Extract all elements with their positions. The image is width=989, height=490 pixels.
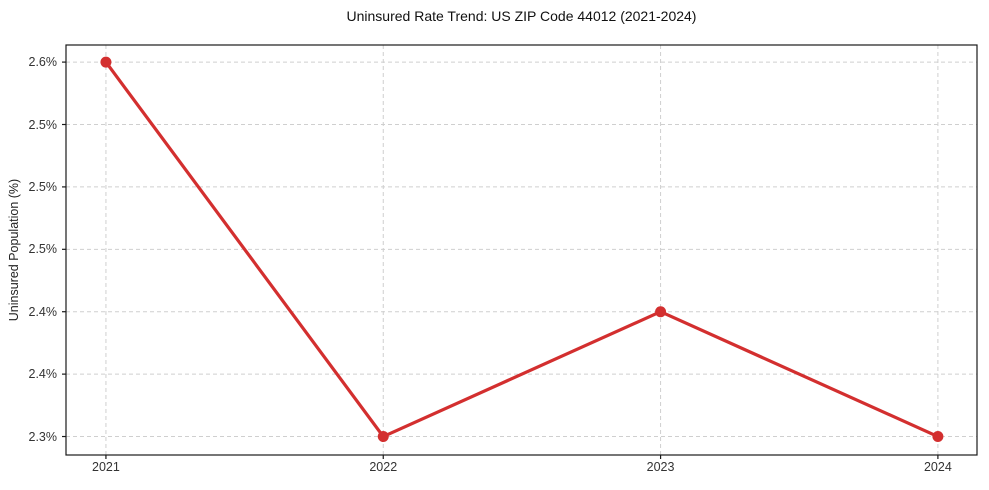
- data-point-marker: [377, 431, 389, 443]
- x-tick-label: 2024: [923, 460, 952, 474]
- y-tick-label: 2.4%: [28, 366, 58, 381]
- y-tick-label: 2.4%: [28, 304, 58, 319]
- chart-title: Uninsured Rate Trend: US ZIP Code 44012 …: [346, 8, 697, 24]
- plot-border: [65, 44, 978, 456]
- data-point-marker: [100, 56, 112, 68]
- x-tick-label: 2023: [646, 460, 675, 474]
- y-tick-label: 2.5%: [28, 242, 58, 257]
- y-tick-label: 2.6%: [28, 54, 58, 69]
- x-tick-label: 2022: [369, 460, 398, 474]
- x-tick-label: 2021: [92, 460, 120, 474]
- trend-line: [104, 60, 940, 439]
- y-tick-label: 2.5%: [28, 117, 58, 132]
- data-point-marker: [655, 306, 667, 318]
- y-tick-label: 2.3%: [28, 429, 58, 444]
- y-tick-label: 2.5%: [28, 179, 58, 194]
- data-point-marker: [932, 431, 944, 443]
